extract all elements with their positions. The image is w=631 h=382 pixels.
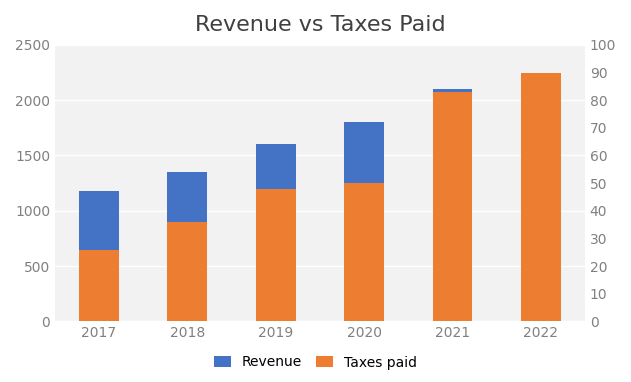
Bar: [79, 191, 119, 249]
Bar: [167, 222, 207, 321]
Bar: [521, 73, 561, 321]
Title: Revenue vs Taxes Paid: Revenue vs Taxes Paid: [194, 15, 445, 35]
Bar: [344, 183, 384, 321]
Bar: [344, 122, 384, 183]
Bar: [256, 144, 295, 189]
Bar: [167, 172, 207, 222]
Bar: [432, 92, 473, 321]
Legend: Revenue, Taxes paid: Revenue, Taxes paid: [209, 350, 422, 375]
Bar: [432, 89, 473, 92]
Bar: [79, 249, 119, 321]
Bar: [256, 189, 295, 321]
